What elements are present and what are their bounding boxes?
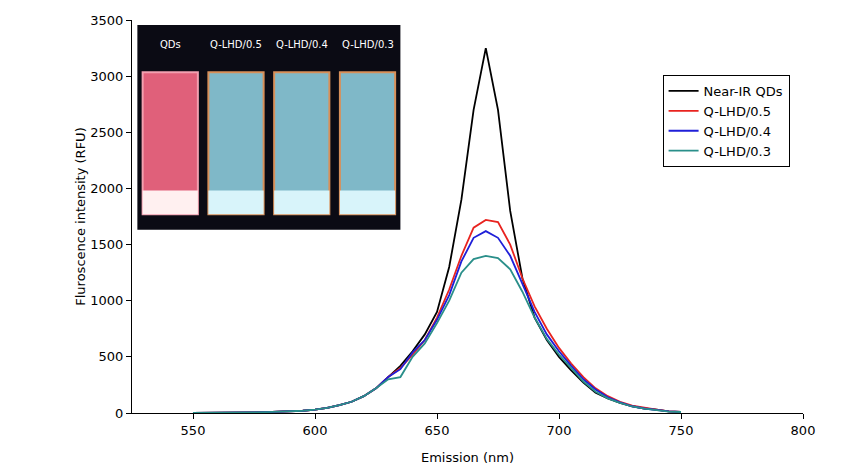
svg-text:2500: 2500: [90, 125, 123, 140]
svg-text:700: 700: [547, 423, 572, 438]
svg-text:Fluroscence intensity (RFU): Fluroscence intensity (RFU): [73, 127, 88, 305]
svg-text:3500: 3500: [90, 13, 123, 28]
svg-text:Q-LHD/0.5: Q-LHD/0.5: [210, 39, 262, 50]
svg-text:2000: 2000: [90, 181, 123, 196]
svg-text:800: 800: [791, 423, 816, 438]
svg-text:650: 650: [425, 423, 450, 438]
svg-text:Near-IR QDs: Near-IR QDs: [704, 84, 783, 99]
svg-text:Q-LHD/0.4: Q-LHD/0.4: [704, 124, 771, 139]
svg-text:Q-LHD/0.3: Q-LHD/0.3: [704, 144, 771, 159]
svg-text:500: 500: [99, 349, 124, 364]
svg-text:750: 750: [669, 423, 694, 438]
svg-text:Q-LHD/0.4: Q-LHD/0.4: [276, 39, 328, 50]
svg-text:1000: 1000: [90, 293, 123, 308]
svg-text:600: 600: [303, 423, 328, 438]
svg-text:1500: 1500: [90, 237, 123, 252]
svg-text:3000: 3000: [90, 69, 123, 84]
svg-text:QDs: QDs: [160, 39, 181, 50]
svg-text:0: 0: [115, 406, 123, 421]
svg-text:Q-LHD/0.5: Q-LHD/0.5: [704, 104, 771, 119]
svg-text:Q-LHD/0.3: Q-LHD/0.3: [342, 39, 394, 50]
svg-text:550: 550: [181, 423, 206, 438]
svg-text:Emission (nm): Emission (nm): [421, 450, 514, 465]
